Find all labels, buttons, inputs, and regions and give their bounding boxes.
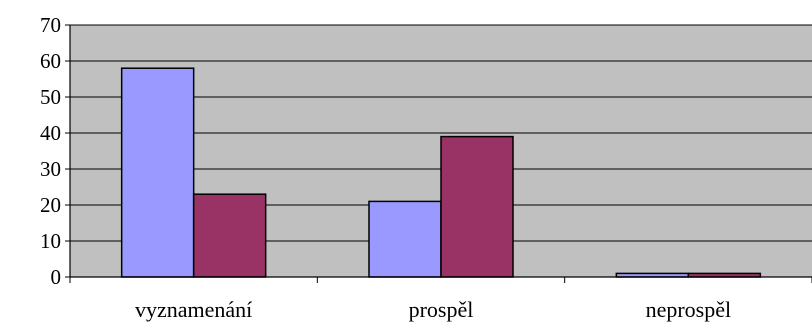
y-tick-label: 10 — [40, 229, 61, 253]
y-tick-label: 20 — [40, 193, 61, 217]
bar-series-1-1 — [368, 200, 442, 278]
x-axis-ticks: vyznamenání prospěl neprospěl — [69, 277, 812, 322]
y-tick-label: 0 — [51, 265, 62, 289]
x-category-label: vyznamenání — [135, 297, 252, 322]
y-tick-label: 60 — [40, 49, 61, 73]
y-tick-label: 70 — [40, 13, 61, 37]
bar-series-1-0 — [120, 67, 195, 278]
y-tick-label: 40 — [40, 121, 61, 145]
y-tick-label: 50 — [40, 85, 61, 109]
bar-series-2-0 — [192, 193, 267, 278]
x-category-label: neprospěl — [646, 297, 732, 322]
bar-series-2-1 — [440, 135, 514, 278]
y-axis-ticks: 0 10 20 30 40 50 60 70 — [40, 13, 70, 289]
x-category-label: prospěl — [409, 297, 474, 322]
y-tick-label: 30 — [40, 157, 61, 181]
